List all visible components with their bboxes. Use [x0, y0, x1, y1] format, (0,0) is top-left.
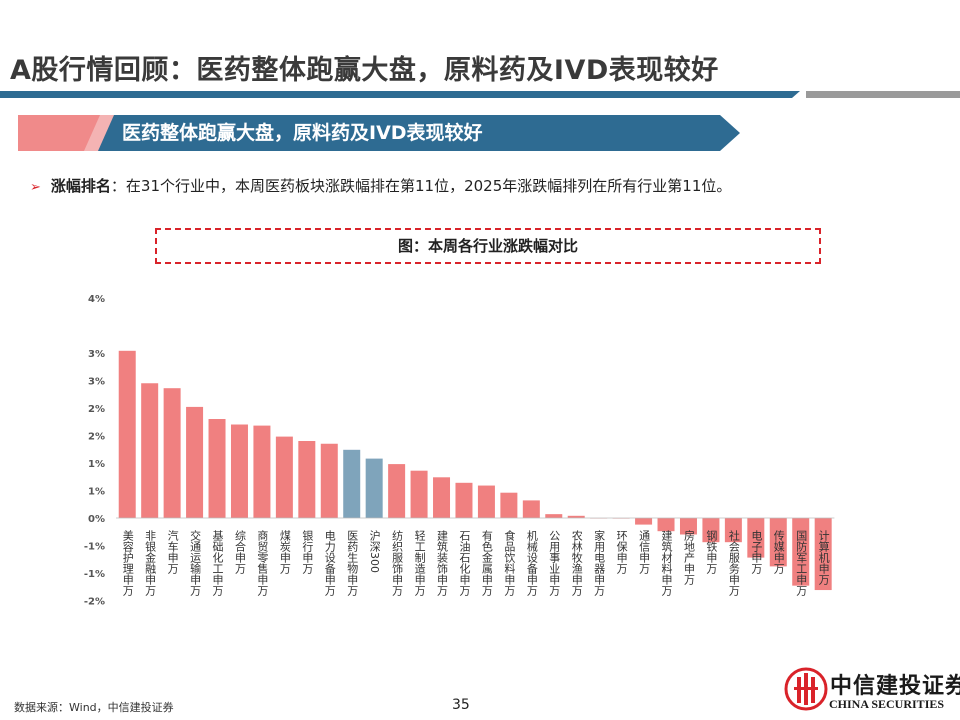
x-category-label: 沪深300: [368, 529, 381, 573]
bar: [522, 500, 540, 518]
bar: [792, 518, 810, 586]
bar: [702, 518, 720, 543]
bar: [500, 492, 518, 518]
bar: [343, 449, 361, 518]
bar: [410, 470, 428, 518]
title-underline-blue: [0, 91, 800, 98]
title-underline-gray: [806, 91, 960, 98]
bar: [253, 425, 271, 518]
x-category-label: 煤炭申万: [278, 530, 291, 574]
x-category-label: 社会服务申万: [727, 529, 740, 596]
bar: [545, 514, 563, 518]
x-category-label: 汽车申万: [166, 529, 179, 574]
bar: [298, 441, 316, 518]
x-category-label: 建筑材料申万: [660, 529, 673, 596]
x-category-label: 轻工制造申万: [413, 529, 426, 596]
x-category-label: 美容护理申万: [121, 530, 134, 596]
x-category-label: 农林牧渔申万: [570, 529, 583, 596]
x-category-label: 电力设备申万: [323, 530, 336, 596]
chart-title: 图：本周各行业涨跌幅对比: [397, 237, 578, 255]
x-category-label: 国防军工申万: [795, 530, 808, 596]
banner-blue-shape: [94, 115, 740, 151]
x-category-label: 环保申万: [615, 530, 628, 574]
bar: [208, 419, 226, 518]
y-tick-label: 4%: [88, 294, 105, 305]
bar: [455, 482, 473, 518]
x-category-label: 通信申万: [638, 530, 651, 574]
x-category-label: 建筑装饰申万: [436, 529, 449, 596]
data-source: 数据来源：Wind，中信建投证券: [14, 701, 174, 714]
x-category-label: 电子申万: [750, 530, 763, 574]
page-number: 35: [452, 697, 470, 713]
x-category-label: 医药生物申万: [346, 530, 359, 596]
logo-text-en: CHINA SECURITIES: [829, 697, 945, 711]
bar: [365, 458, 383, 518]
bar: [163, 388, 181, 518]
bar: [814, 518, 832, 591]
y-tick-label: 2%: [88, 404, 105, 415]
x-category-label: 综合申万: [233, 529, 246, 574]
section-banner: [18, 115, 740, 151]
x-category-label: 食品饮料申万: [503, 529, 516, 596]
bar: [679, 518, 697, 535]
x-category-label: 传媒申万: [772, 530, 785, 574]
bar: [230, 424, 248, 518]
x-category-label: 房地产申万: [682, 530, 695, 585]
bar: [769, 518, 787, 567]
x-category-label: 家用电器申万: [593, 529, 606, 596]
bar: [747, 518, 765, 558]
bar: [388, 464, 406, 518]
y-tick-label: -1%: [84, 542, 105, 553]
x-category-label: 非银金融申万: [144, 530, 157, 596]
y-tick-label: 3%: [88, 377, 105, 388]
y-tick-label: 3%: [88, 349, 105, 360]
x-category-label: 公用事业申万: [548, 530, 561, 596]
y-tick-label: 0%: [88, 514, 105, 525]
y-tick-label: -1%: [84, 569, 105, 580]
page-title: A股行情回顾：医药整体跑赢大盘，原料药及IVD表现较好: [10, 55, 719, 86]
bar: [724, 518, 742, 543]
bar: [186, 406, 204, 518]
x-category-label: 有色金属申万: [480, 529, 493, 596]
bar: [657, 518, 675, 532]
bullet-arrow-icon: ➢: [30, 180, 41, 195]
bar: [118, 350, 136, 518]
section-banner-text: 医药整体跑赢大盘，原料药及IVD表现较好: [122, 122, 483, 144]
x-category-label: 基础化工申万: [211, 530, 224, 596]
bar: [477, 485, 495, 518]
bullet-key: 涨幅排名: [50, 177, 111, 195]
x-category-label: 计算机申万: [817, 530, 830, 585]
bar: [433, 477, 451, 518]
banner-pink-stripe: [84, 115, 114, 151]
y-tick-label: 1%: [88, 459, 105, 470]
x-category-label: 石油石化申万: [458, 530, 471, 596]
company-logo-icon: [784, 667, 828, 711]
x-category-label: 银行申万: [301, 529, 314, 574]
bullet-ranking: ➢ 涨幅排名：在31个行业中，本周医药板块涨跌幅排在第11位，2025年涨跌幅排列…: [30, 175, 731, 196]
bar: [275, 436, 293, 518]
x-category-label: 钢铁申万: [705, 530, 718, 574]
y-tick-label: -2%: [84, 597, 105, 608]
y-tick-label: 2%: [88, 432, 105, 443]
bar: [635, 518, 653, 525]
x-category-label: 商贸零售申万: [256, 529, 269, 596]
y-tick-label: 1%: [88, 487, 105, 498]
x-category-label: 纺织服饰申万: [391, 529, 404, 596]
x-category-label: 机械设备申万: [525, 529, 538, 596]
bullet-text: ：在31个行业中，本周医药板块涨跌幅排在第11位，2025年涨跌幅排列在所有行业…: [110, 177, 732, 195]
logo-text-cn: 中信建投证券: [830, 674, 960, 699]
x-category-label: 交通运输申万: [189, 529, 202, 596]
bar: [320, 443, 338, 518]
bar: [141, 383, 159, 518]
chart-title-frame: [155, 228, 821, 264]
bar: [567, 515, 585, 518]
